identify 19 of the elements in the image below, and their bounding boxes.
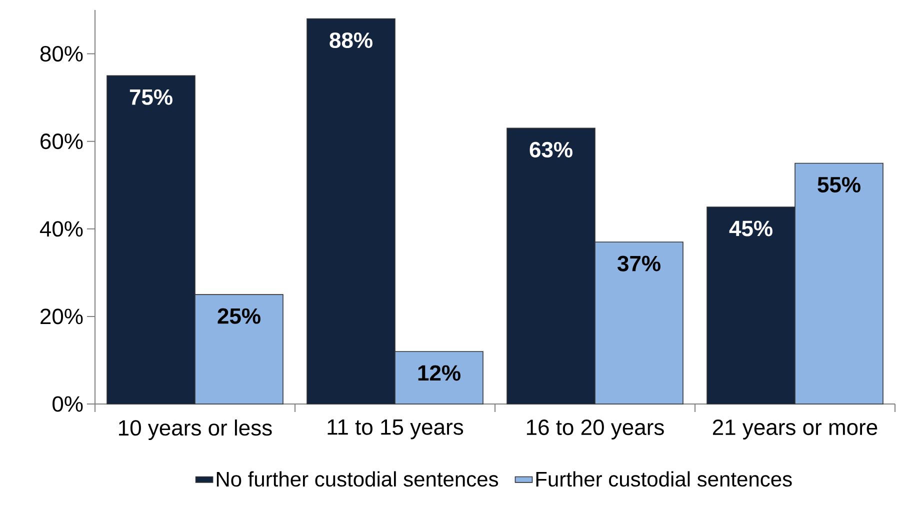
x-tick-label: 11 to 15 years bbox=[328, 420, 464, 440]
y-tick-label: 20% bbox=[40, 308, 83, 324]
x-tick-label: 21 years or more bbox=[712, 420, 878, 440]
x-tick-label: 16 to 20 years bbox=[526, 420, 664, 440]
legend-label: Further custodial sentences bbox=[536, 471, 792, 487]
data-label: 25% bbox=[218, 308, 260, 324]
y-tick-label: 40% bbox=[40, 221, 83, 237]
data-label: 37% bbox=[617, 256, 660, 272]
data-label: 63% bbox=[530, 142, 572, 158]
x-tick-label: 10 years or less bbox=[119, 420, 272, 440]
data-label: 88% bbox=[330, 32, 372, 48]
y-tick-label: 0% bbox=[52, 396, 83, 412]
y-tick-label: 80% bbox=[40, 46, 83, 62]
data-label: 75% bbox=[130, 89, 172, 105]
data-label: 45% bbox=[729, 220, 772, 236]
data-label: 55% bbox=[818, 176, 860, 192]
y-tick-label: 60% bbox=[40, 134, 83, 150]
data-label: 12% bbox=[418, 365, 460, 381]
legend-label: No further custodial sentences bbox=[216, 471, 498, 487]
